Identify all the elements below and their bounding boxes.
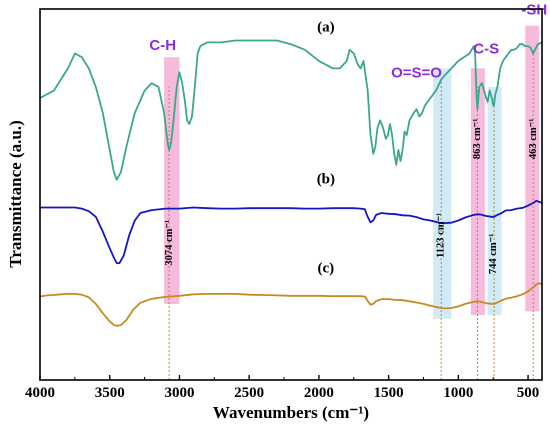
- x-axis: 4000 3500 3000 2500 2000 1500 1000 500: [25, 375, 539, 401]
- x-tick-label-6: 1000: [443, 385, 473, 401]
- x-tick-label-4: 2000: [304, 385, 334, 401]
- peak-label-4: 463 cm⁻¹: [528, 119, 539, 159]
- plot-frame: [39, 8, 543, 381]
- peak-label-2: 863 cm⁻¹: [472, 119, 483, 159]
- x-tick-label-7: 500: [517, 385, 540, 401]
- bands-layer: [164, 25, 540, 319]
- x-tick-label-1: 3500: [95, 385, 125, 401]
- peak-label-1: 1123 cm⁻¹: [436, 213, 447, 258]
- x-tick-label-0: 4000: [25, 385, 55, 401]
- marker-lines-layer: [168, 49, 534, 380]
- series-line-1: [39, 199, 543, 264]
- x-tick-label-3: 2500: [234, 385, 264, 401]
- peak-label-3: 744 cm⁻¹: [488, 234, 499, 274]
- group-label-2: C-S: [473, 41, 499, 58]
- series-line-2: [39, 282, 543, 327]
- series-label-0: (a): [317, 19, 335, 35]
- x-axis-title: Wavenumbers (cm⁻¹): [213, 403, 369, 422]
- highlight-band-4: [525, 25, 540, 312]
- peak-label-0: 3074 cm⁻¹: [164, 220, 175, 266]
- series-label-2: (c): [318, 260, 335, 276]
- y-axis-title: Transmittance (a.u.): [6, 120, 25, 267]
- group-label-1: O=S=O: [391, 65, 442, 82]
- annotation-layer: (a) (b) (c) C-H O=S=O C-S -SH 3074 cm⁻¹ 1123 cm⁻…: [149, 2, 547, 277]
- highlight-band-3: [487, 86, 502, 316]
- x-tick-label-2: 3000: [164, 385, 194, 401]
- series-layer: [39, 39, 543, 327]
- series-line-0: [39, 39, 543, 181]
- highlight-band-1: [433, 68, 452, 319]
- highlight-band-0: [164, 57, 180, 304]
- series-label-1: (b): [317, 171, 335, 187]
- group-label-3: -SH: [521, 2, 547, 19]
- x-tick-label-5: 1500: [374, 385, 404, 401]
- group-label-0: C-H: [149, 37, 176, 54]
